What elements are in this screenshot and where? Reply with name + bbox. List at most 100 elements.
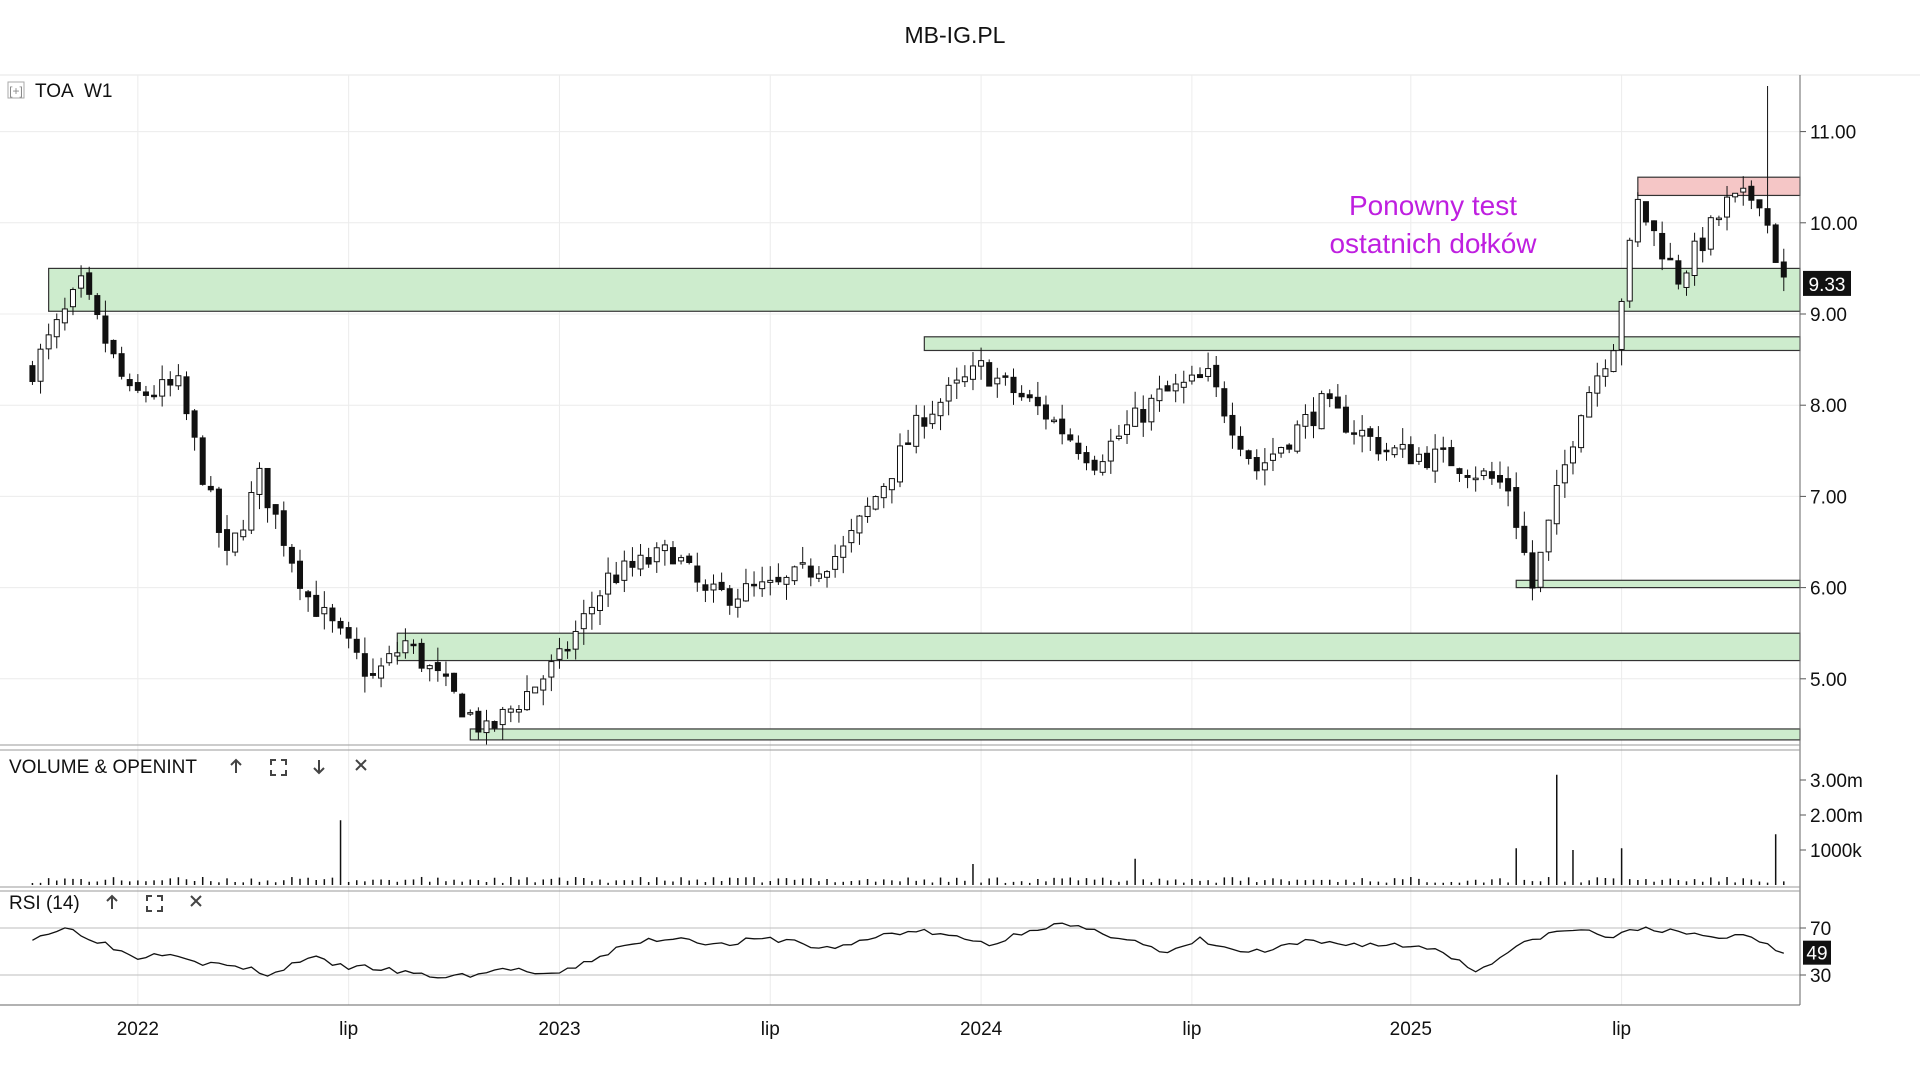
interval-label: W1: [84, 81, 113, 102]
up-arrow-icon[interactable]: [106, 894, 118, 909]
candle-body: [459, 693, 466, 718]
maximize-icon[interactable]: [146, 895, 163, 912]
candle-body: [240, 529, 247, 538]
candle-body: [175, 375, 182, 387]
candle-body: [694, 565, 701, 583]
candle-body: [1156, 388, 1163, 402]
candle-body: [1626, 239, 1633, 302]
candle-body: [1715, 217, 1722, 221]
candle-body: [548, 661, 555, 678]
candle-body: [540, 678, 547, 691]
candle-body: [167, 379, 174, 386]
candle-body: [329, 607, 336, 622]
candle-body: [661, 544, 668, 552]
candle-body: [896, 445, 904, 483]
candle-body: [418, 642, 425, 669]
candle-body: [1351, 432, 1358, 435]
candle-body: [475, 710, 482, 733]
price-tick-label: 10.00: [1810, 214, 1858, 235]
candle-body: [1399, 443, 1406, 450]
time-tick-label: lip: [1182, 1019, 1201, 1040]
maximize-icon[interactable]: [270, 759, 287, 776]
candle-body: [1480, 470, 1487, 477]
candle-body: [1383, 449, 1390, 453]
candle-body: [215, 488, 222, 533]
candle-body: [1488, 471, 1495, 479]
candle-body: [888, 478, 895, 491]
candle-body: [29, 365, 36, 382]
candle-body: [532, 686, 539, 694]
candle-body: [134, 382, 141, 391]
candle-body: [53, 319, 60, 338]
candle-body: [1107, 440, 1114, 462]
candle-body: [678, 557, 685, 562]
candle-body: [807, 565, 814, 578]
candle-body: [1059, 418, 1066, 435]
candle-body: [1148, 397, 1155, 423]
candle-body: [1578, 415, 1585, 449]
close-icon[interactable]: [190, 895, 202, 907]
close-icon[interactable]: [355, 759, 367, 771]
candle-body: [1278, 447, 1285, 454]
candle-body: [791, 566, 798, 582]
candle-body: [142, 391, 149, 396]
candle-body: [361, 653, 368, 677]
candle-body: [686, 555, 693, 563]
time-tick-label: lip: [761, 1019, 780, 1040]
time-tick-label: 2025: [1390, 1019, 1432, 1040]
candle-body: [588, 606, 595, 615]
candle-body: [751, 583, 758, 587]
candle-body: [1140, 408, 1147, 423]
candle-body: [434, 662, 441, 672]
rsi-panel-label: RSI (14): [9, 893, 80, 914]
rsi-line: [32, 922, 1784, 979]
candle-body: [986, 362, 993, 387]
candle-body: [1707, 217, 1714, 250]
candle-body: [1756, 199, 1763, 209]
candle-body: [1318, 393, 1325, 430]
candle-body: [1602, 368, 1609, 377]
candle-body: [1594, 375, 1601, 394]
candle-body: [1610, 350, 1617, 373]
candle-body: [288, 546, 295, 564]
candle-body: [378, 665, 385, 679]
candle-body: [199, 437, 206, 485]
candle-body: [296, 560, 304, 589]
candle-body: [1213, 364, 1220, 388]
candle-body: [410, 643, 417, 647]
candle-body: [353, 638, 360, 653]
candle-body: [929, 413, 936, 425]
candle-body: [1375, 437, 1382, 455]
candle-body: [1205, 368, 1212, 377]
candle-body: [1415, 453, 1422, 462]
candle-body: [1099, 461, 1106, 473]
candle-body: [726, 588, 733, 606]
candle-body: [305, 591, 312, 598]
resistance-zone: [1637, 176, 1801, 197]
candle-body: [880, 485, 887, 499]
candle-body: [978, 360, 985, 367]
candle-body: [1253, 457, 1260, 472]
candle-body: [1513, 487, 1520, 528]
candle-body: [1642, 201, 1649, 223]
candle-body: [394, 652, 401, 657]
down-arrow-icon[interactable]: [313, 760, 325, 775]
candle-body: [1294, 424, 1301, 452]
candle-body: [321, 606, 328, 615]
candle-body: [86, 272, 93, 295]
support-zone: [469, 728, 1801, 741]
candle-body: [1432, 448, 1439, 472]
volume-tick-label: 1000k: [1810, 841, 1862, 862]
up-arrow-icon[interactable]: [230, 758, 242, 773]
candle-body: [191, 410, 198, 438]
candle-body: [840, 545, 847, 558]
support-zone: [1515, 579, 1801, 589]
candle-body: [1651, 220, 1658, 232]
expand-icon[interactable]: [7, 81, 25, 99]
price-panel-header: [+] TOA W1: [7, 81, 113, 102]
candle-body: [402, 640, 409, 654]
candle-body: [1245, 450, 1252, 460]
price-tick-label: 7.00: [1810, 487, 1847, 508]
candle-body: [313, 594, 320, 617]
